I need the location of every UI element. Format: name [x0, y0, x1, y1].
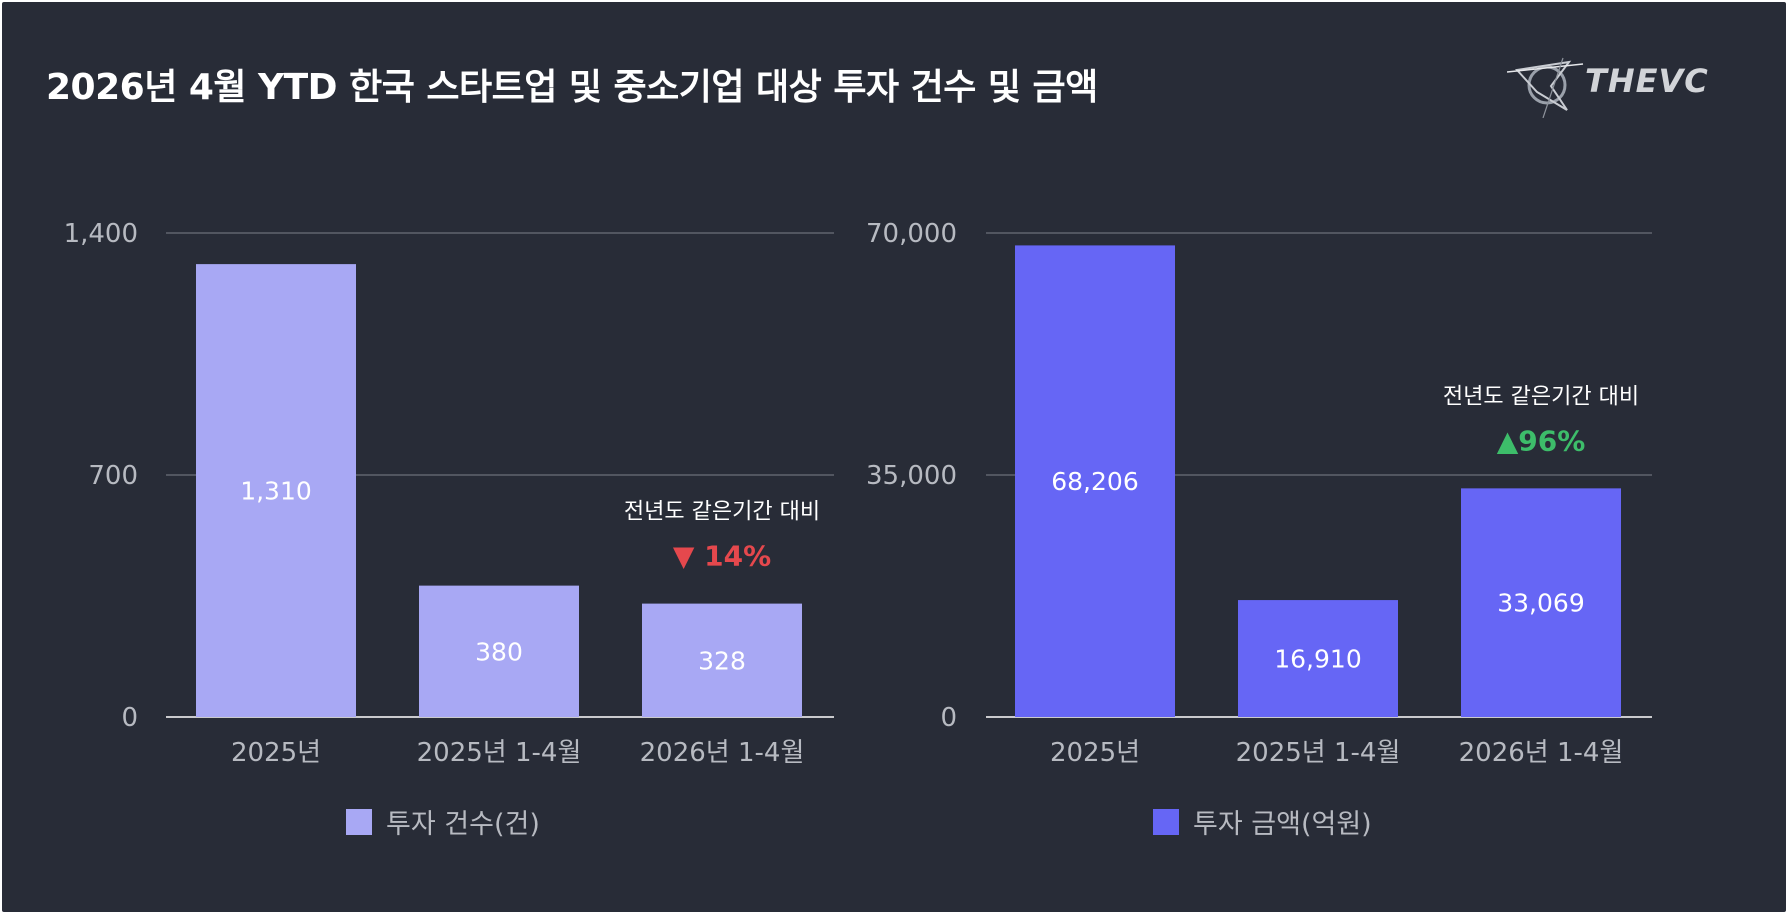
- count-x-tick-label: 2025년: [231, 738, 321, 768]
- amount-x-tick-label: 2025년: [1050, 738, 1140, 768]
- amount-bar-value-label: 68,206: [1051, 467, 1138, 496]
- thevc-logo-icon: [1506, 57, 1584, 119]
- logo-text: THEVC: [1585, 62, 1709, 100]
- amount-bar: [1015, 245, 1175, 717]
- count-y-tick-label: 0: [121, 703, 138, 733]
- amount-y-tick-label: 35,000: [866, 461, 957, 491]
- count-bar: [196, 264, 356, 717]
- count-annotation-change: ▼ 14%: [673, 540, 771, 573]
- chart-title: 2026년 4월 YTD 한국 스타트업 및 중소기업 대상 투자 건수 및 금…: [46, 67, 1098, 108]
- count-annotation-text: 전년도 같은기간 대비: [624, 500, 820, 525]
- count-y-tick-label: 1,400: [64, 219, 138, 249]
- count-bar-value-label: 328: [698, 646, 746, 675]
- amount-annotation-change: ▲96%: [1497, 424, 1586, 457]
- amount-x-tick-label: 2026년 1-4월: [1459, 738, 1624, 768]
- count-x-tick-label: 2025년 1-4월: [417, 738, 582, 768]
- amount-y-tick-label: 0: [940, 703, 957, 733]
- legend-amount-label: 투자 금액(억원): [1193, 809, 1372, 840]
- count-bar-value-label: 380: [475, 637, 523, 666]
- count-bar: [642, 603, 802, 717]
- count-x-tick-label: 2026년 1-4월: [640, 738, 805, 768]
- count-bar-value-label: 1,310: [240, 477, 312, 506]
- amount-bar-value-label: 16,910: [1274, 645, 1361, 674]
- amount-bar-value-label: 33,069: [1497, 589, 1584, 618]
- amount-bar: [1238, 600, 1398, 717]
- count-y-tick-label: 700: [88, 461, 138, 491]
- legend-count: 투자 건수(건): [346, 802, 540, 841]
- legend-amount-swatch: [1153, 808, 1179, 835]
- amount-bar: [1461, 488, 1621, 717]
- count-bar: [419, 585, 579, 717]
- amount-y-tick-label: 70,000: [866, 219, 957, 249]
- thevc-logo: THEVC: [1506, 52, 1742, 119]
- amount-annotation-text: 전년도 같은기간 대비: [1443, 384, 1639, 409]
- legend-count-swatch: [346, 808, 372, 835]
- legend-count-label: 투자 건수(건): [386, 809, 540, 840]
- legend-amount: 투자 금액(억원): [1153, 802, 1372, 841]
- amount-x-tick-label: 2025년 1-4월: [1236, 738, 1401, 768]
